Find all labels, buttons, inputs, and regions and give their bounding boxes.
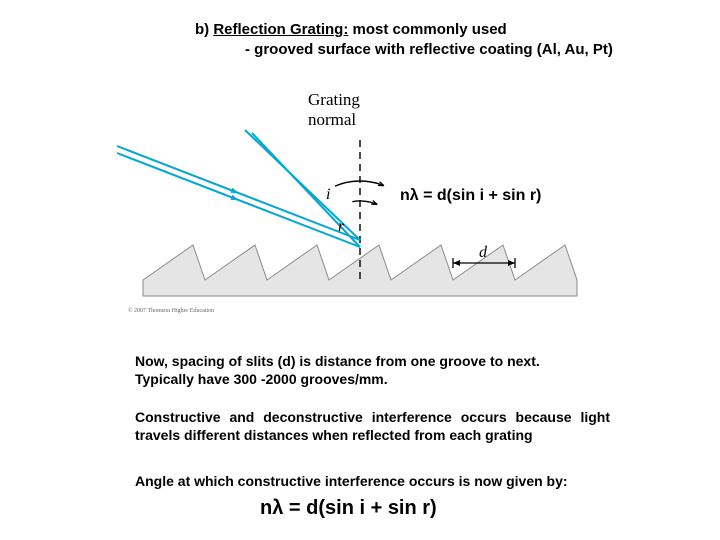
section-title-rest: most commonly used (348, 21, 506, 38)
svg-text:d: d (479, 244, 488, 261)
paragraph-angle: Angle at which constructive interference… (135, 472, 610, 490)
svg-text:© 2007 Thomson Higher Educatio: © 2007 Thomson Higher Education (128, 307, 214, 314)
svg-text:normal: normal (308, 110, 356, 129)
svg-text:r: r (338, 218, 345, 235)
section-title-underlined: Reflection Grating: (213, 21, 348, 38)
paragraph-spacing-line2: Typically have 300 -2000 grooves/mm. (135, 370, 610, 388)
section-subtitle: - grooved surface with reflective coatin… (195, 40, 613, 60)
section-title: b) Reflection Grating: most commonly use… (195, 20, 613, 40)
grating-equation-final: nλ = d(sin i + sin r) (260, 497, 437, 520)
paragraph-interference: Constructive and deconstructive interfer… (135, 408, 610, 444)
paragraph-spacing-line1: Now, spacing of slits (d) is distance fr… (135, 352, 610, 370)
paragraph-spacing: Now, spacing of slits (d) is distance fr… (135, 352, 610, 388)
svg-text:i: i (326, 186, 330, 203)
grating-equation-inline: nλ = d(sin i + sin r) (400, 187, 541, 205)
svg-text:Grating: Grating (308, 90, 360, 109)
section-prefix: b) (195, 21, 213, 38)
